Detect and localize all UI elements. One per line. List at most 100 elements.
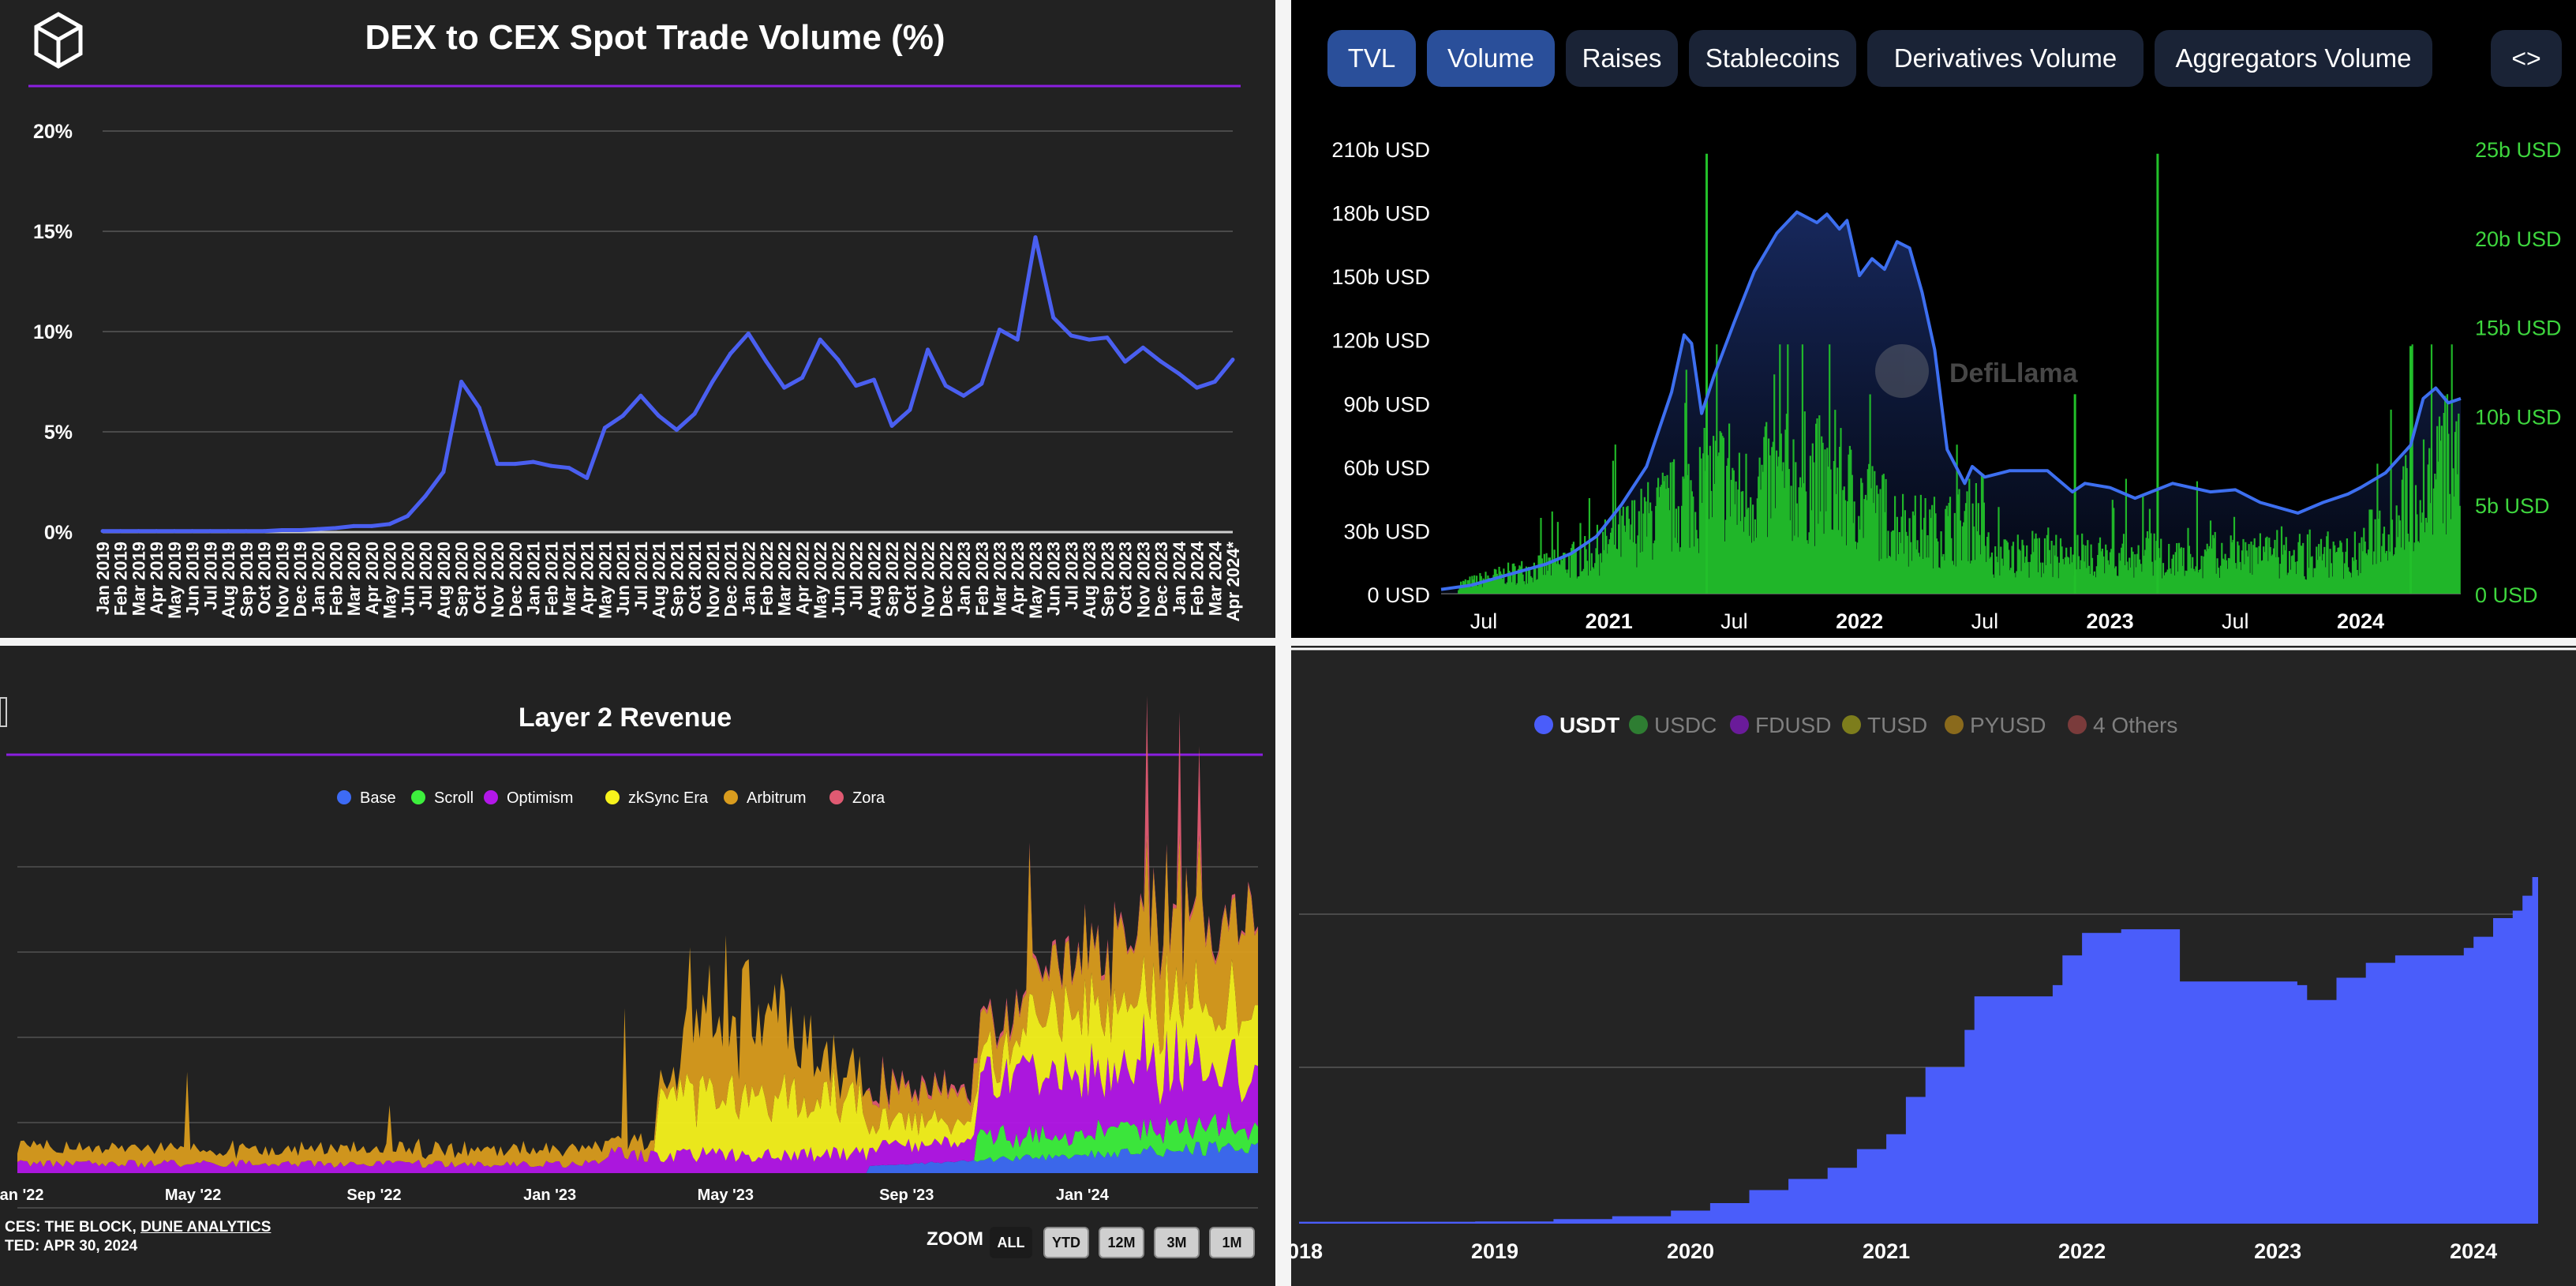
data-point: [459, 380, 464, 384]
x-tick-label: Feb 2019: [111, 542, 131, 616]
data-point: [226, 529, 230, 534]
x-tick-label: Oct 2023: [1116, 542, 1136, 614]
x-tick-label: Aug 2020: [434, 542, 454, 619]
data-point: [405, 514, 410, 519]
x-tick-label: Feb 2021: [541, 542, 561, 616]
data-point: [1140, 345, 1145, 350]
tab-tvl[interactable]: TVL: [1327, 30, 1416, 87]
data-point: [889, 423, 894, 428]
zoom-button-1m[interactable]: 1M: [1209, 1227, 1255, 1258]
legend-swatch: [337, 790, 351, 804]
legend-item-base: Base: [337, 789, 396, 807]
x-tick-label: Apr 2022: [792, 542, 812, 615]
x-tick-label: Feb 2023: [972, 542, 992, 616]
x-tick-label: Oct 2022: [900, 542, 920, 614]
zoom-button-ytd[interactable]: YTD: [1043, 1227, 1089, 1258]
tab-stablecoins[interactable]: Stablecoins: [1689, 30, 1856, 87]
y-right-tick-label: 15b USD: [2475, 317, 2562, 340]
zoom-button-all[interactable]: ALL: [990, 1227, 1032, 1258]
defillama-watermark: DefiLlama: [1875, 344, 2079, 398]
data-point: [531, 459, 536, 464]
tvl-line: [1440, 210, 2462, 591]
x-tick-label: Feb 2024: [1188, 541, 1208, 616]
data-point: [118, 529, 123, 534]
x-tick-label: Dec 2019: [290, 542, 310, 617]
x-tick-label: Apr 2023: [1008, 542, 1028, 615]
y-tick-label: 10%: [33, 321, 73, 343]
defillama-volume-chart: 0 USD 30b USD 60b USD 90b USD 120b USD 150b U…: [1331, 138, 2562, 633]
legend-item-tusd: TUSD: [1842, 713, 1927, 737]
legend-label: Zora: [852, 789, 886, 807]
area-scroll: [17, 1112, 1258, 1173]
l2-revenue-panel: Layer 2 Revenue Base Scroll Optimism zkSync …: [0, 646, 1275, 1286]
x-tick-label: Nov 2019: [272, 542, 292, 618]
data-point: [208, 529, 212, 534]
y-tick-label: 5%: [44, 422, 73, 444]
data-point: [638, 393, 643, 398]
x-tick-label: Dec 2020: [506, 542, 526, 617]
x-tick-label: May 2022: [811, 542, 830, 619]
x-tick-label: Jan 2020: [309, 542, 328, 615]
data-point: [441, 470, 446, 474]
stablecoin-chart: USDT USDC FDUSD TUSD PYUSD 4 Others 2018 2019 20…: [1291, 647, 2576, 1263]
legend-item-optimism: Optimism: [484, 789, 573, 807]
data-point: [1033, 235, 1038, 240]
legend-swatch: [411, 790, 425, 804]
data-point: [1159, 359, 1163, 364]
zoom-button-12m[interactable]: 12M: [1099, 1227, 1144, 1258]
x-tick-label: 2021: [1586, 609, 1633, 633]
x-tick-label: Sep 2022: [882, 542, 902, 617]
legend-swatch: [1534, 715, 1553, 734]
legend-label: PYUSD: [1970, 713, 2046, 737]
tab-derivatives-volume[interactable]: Derivatives Volume: [1867, 30, 2144, 87]
x-tick-label: May 2021: [595, 542, 615, 619]
legend-item-usdc: USDC: [1629, 713, 1717, 737]
tab-aggregators-volume[interactable]: Aggregators Volume: [2155, 30, 2432, 87]
y-left-tick-label: 150b USD: [1331, 265, 1430, 289]
data-point: [692, 411, 697, 416]
embed-button[interactable]: <>: [2491, 30, 2562, 87]
x-tick-label: Apr 2020: [362, 542, 382, 615]
data-point: [926, 347, 930, 352]
x-tick-label: Jan '24: [1056, 1187, 1110, 1204]
data-point: [961, 393, 966, 398]
legend-label: FDUSD: [1755, 713, 1831, 737]
tab-volume[interactable]: Volume: [1427, 30, 1555, 87]
code-brackets-icon: <>: [2511, 43, 2541, 73]
x-tick-label: Nov 2021: [703, 542, 723, 618]
x-tick-label: May 2019: [165, 542, 185, 619]
data-point: [369, 523, 374, 528]
tvl-area: [1441, 212, 2461, 594]
legend-swatch: [1629, 715, 1648, 734]
legend-item-zksync-era: zkSync Era: [605, 789, 709, 807]
x-tick-label: May '23: [698, 1187, 754, 1204]
x-tick-label: Sep 2021: [667, 542, 687, 617]
sources-link[interactable]: DUNE ANALYTICS: [140, 1219, 271, 1235]
x-tick-label: Jul 2020: [416, 542, 436, 610]
data-point: [836, 358, 841, 362]
data-point: [567, 466, 571, 471]
legend-item-usdt: USDT: [1534, 713, 1619, 737]
data-point: [316, 527, 320, 531]
chart-title: DEX to CEX Spot Trade Volume (%): [365, 18, 945, 57]
logo-inner-top: [35, 24, 82, 42]
y-tick-label: 20%: [33, 121, 73, 143]
x-tick-label: Apr 2019: [147, 542, 167, 615]
x-tick-label: Jul: [1720, 609, 1748, 633]
tab-raises[interactable]: Raises: [1566, 30, 1678, 87]
x-tick-label: 2019: [1471, 1239, 1518, 1263]
x-tick-label: Jul 2019: [200, 542, 220, 610]
area-base: [17, 1141, 1258, 1173]
legend-item-4-others: 4 Others: [2068, 713, 2177, 737]
data-point: [871, 377, 876, 382]
x-tick-label: Mar 2023: [990, 542, 1010, 616]
y-tick-label: 0%: [44, 522, 73, 544]
zoom-button-3m[interactable]: 3M: [1154, 1227, 1200, 1258]
data-point: [764, 359, 769, 364]
data-point: [1212, 380, 1217, 384]
x-tick-label: 2023: [2254, 1239, 2301, 1263]
data-point: [1051, 315, 1056, 320]
llama-icon: [1875, 344, 1929, 398]
x-tick-label: Jun 2019: [183, 542, 203, 616]
data-point: [423, 493, 428, 498]
